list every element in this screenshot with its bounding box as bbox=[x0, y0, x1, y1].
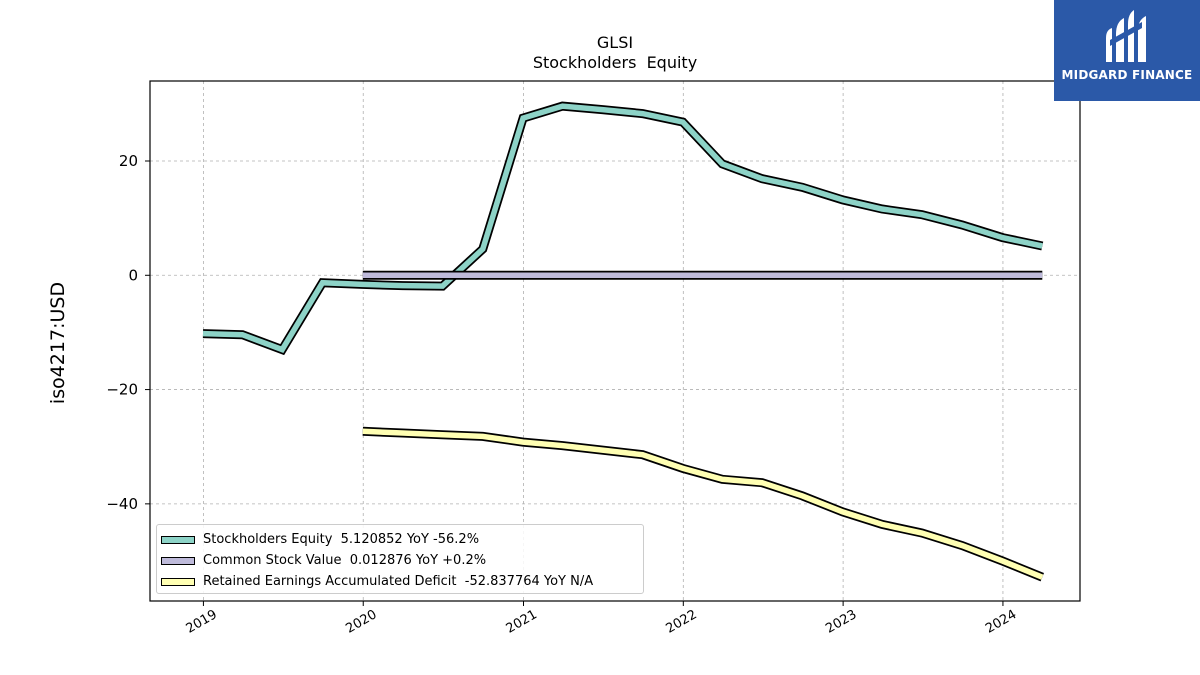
x-tick-label: 2023 bbox=[823, 607, 859, 637]
chart-legend: Stockholders Equity 5.120852 YoY -56.2% … bbox=[156, 524, 644, 594]
y-tick-label: −20 bbox=[106, 381, 138, 399]
y-tick-label: −40 bbox=[106, 495, 138, 513]
x-tick-label: 2020 bbox=[343, 607, 379, 637]
legend-swatch-stockholders-equity bbox=[161, 535, 195, 544]
legend-label-stockholders-equity: Stockholders Equity 5.120852 YoY -56.2% bbox=[203, 532, 480, 547]
x-tick-label: 2019 bbox=[184, 607, 220, 637]
legend-swatch-common-stock-value bbox=[161, 556, 195, 565]
x-tick-label: 2024 bbox=[983, 607, 1019, 637]
legend-item-stockholders-equity: Stockholders Equity 5.120852 YoY -56.2% bbox=[161, 529, 643, 550]
legend-item-common-stock-value: Common Stock Value 0.012876 YoY +0.2% bbox=[161, 550, 643, 571]
legend-item-retained-earnings: Retained Earnings Accumulated Deficit -5… bbox=[161, 571, 643, 592]
x-tick-label: 2022 bbox=[663, 607, 699, 637]
x-tick-label: 2021 bbox=[504, 607, 540, 637]
y-tick-label: 0 bbox=[128, 266, 138, 284]
plot-frame bbox=[149, 80, 1081, 602]
series-outline-0 bbox=[202, 101, 1044, 356]
y-tick-label: 20 bbox=[119, 152, 138, 170]
logo-text: MIDGARD FINANCE bbox=[1061, 68, 1193, 82]
chart-subtitle: Stockholders Equity bbox=[533, 53, 697, 72]
midgard-finance-logo: MIDGARD FINANCE bbox=[1054, 0, 1200, 101]
legend-swatch-retained-earnings bbox=[161, 577, 195, 586]
series-line-0 bbox=[202, 103, 1043, 353]
y-axis-label: iso4217:USD bbox=[47, 282, 69, 404]
chart-title: GLSI bbox=[597, 33, 633, 52]
legend-label-common-stock-value: Common Stock Value 0.012876 YoY +0.2% bbox=[203, 553, 487, 568]
series-line-2 bbox=[362, 428, 1044, 580]
legend-label-retained-earnings: Retained Earnings Accumulated Deficit -5… bbox=[203, 574, 594, 589]
logo-mark-icon bbox=[1106, 10, 1146, 62]
series-layer bbox=[202, 101, 1044, 582]
